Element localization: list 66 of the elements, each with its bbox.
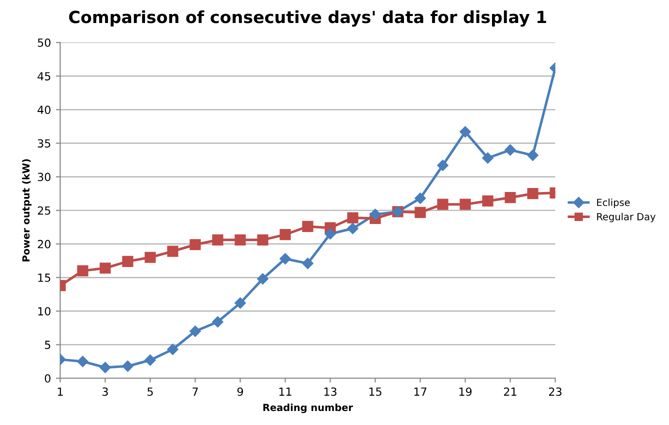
y-tick-label: 20 [38,240,50,248]
x-tick-label: 5 [148,388,153,396]
point [167,246,178,257]
x-tick-label: 3 [102,387,108,396]
point [212,316,224,328]
y-tick-label: 40 [38,106,50,114]
point [100,262,111,274]
point [527,150,538,161]
legend-label: Regular Day [597,212,656,222]
y-tick-label: 35 [38,139,50,148]
point [482,152,494,164]
y-tick-label: 45 [38,72,50,80]
point [482,195,494,207]
point [324,228,336,240]
point [437,160,448,171]
chart-title: Comparison of consecutive days' data for display 1 [69,10,546,27]
point [167,344,178,355]
point [347,222,358,234]
x-tick-label: 19 [459,387,472,396]
point [234,297,246,309]
point [122,360,134,372]
point [280,253,291,264]
point [212,234,224,246]
x-tick-label: 11 [279,388,292,396]
x-tick-label: 9 [237,387,243,396]
y-tick-label: 25 [38,206,50,215]
point [527,188,538,200]
point [144,354,156,366]
point [144,252,156,263]
x-tick-label: 23 [549,387,562,396]
point [370,208,381,220]
point [77,356,88,368]
point [280,228,291,240]
point [257,234,268,246]
point [190,239,201,250]
legend-label: Eclipse [597,198,630,208]
point [234,234,246,246]
point [437,198,448,210]
x-tick-label: 21 [504,387,516,396]
x-tick-label: 15 [369,388,382,396]
point [460,198,471,210]
x-tick-label: 7 [192,388,198,396]
y-tick-label: 30 [38,172,50,182]
point [122,256,134,267]
point [302,220,314,232]
y-tick-label: 5 [44,340,50,350]
point [100,362,111,374]
x-axis-title: Reading number [263,404,353,414]
point [190,326,201,337]
y-tick-label: 10 [38,307,50,316]
point [347,212,358,224]
x-tick-label: 17 [414,388,426,396]
y-tick-label: 15 [38,274,50,282]
point [302,258,314,270]
x-tick-label: 13 [324,387,336,396]
point [414,192,426,204]
point [460,126,471,138]
point [257,273,268,284]
point [414,206,426,218]
point [504,144,516,156]
point [77,265,88,276]
y-tick-label: 50 [38,38,50,47]
x-tick-label: 1 [58,388,63,396]
y-tick-label: 0 [44,374,50,383]
point [504,192,516,204]
y-axis-title: Power output (kW) [22,159,32,262]
